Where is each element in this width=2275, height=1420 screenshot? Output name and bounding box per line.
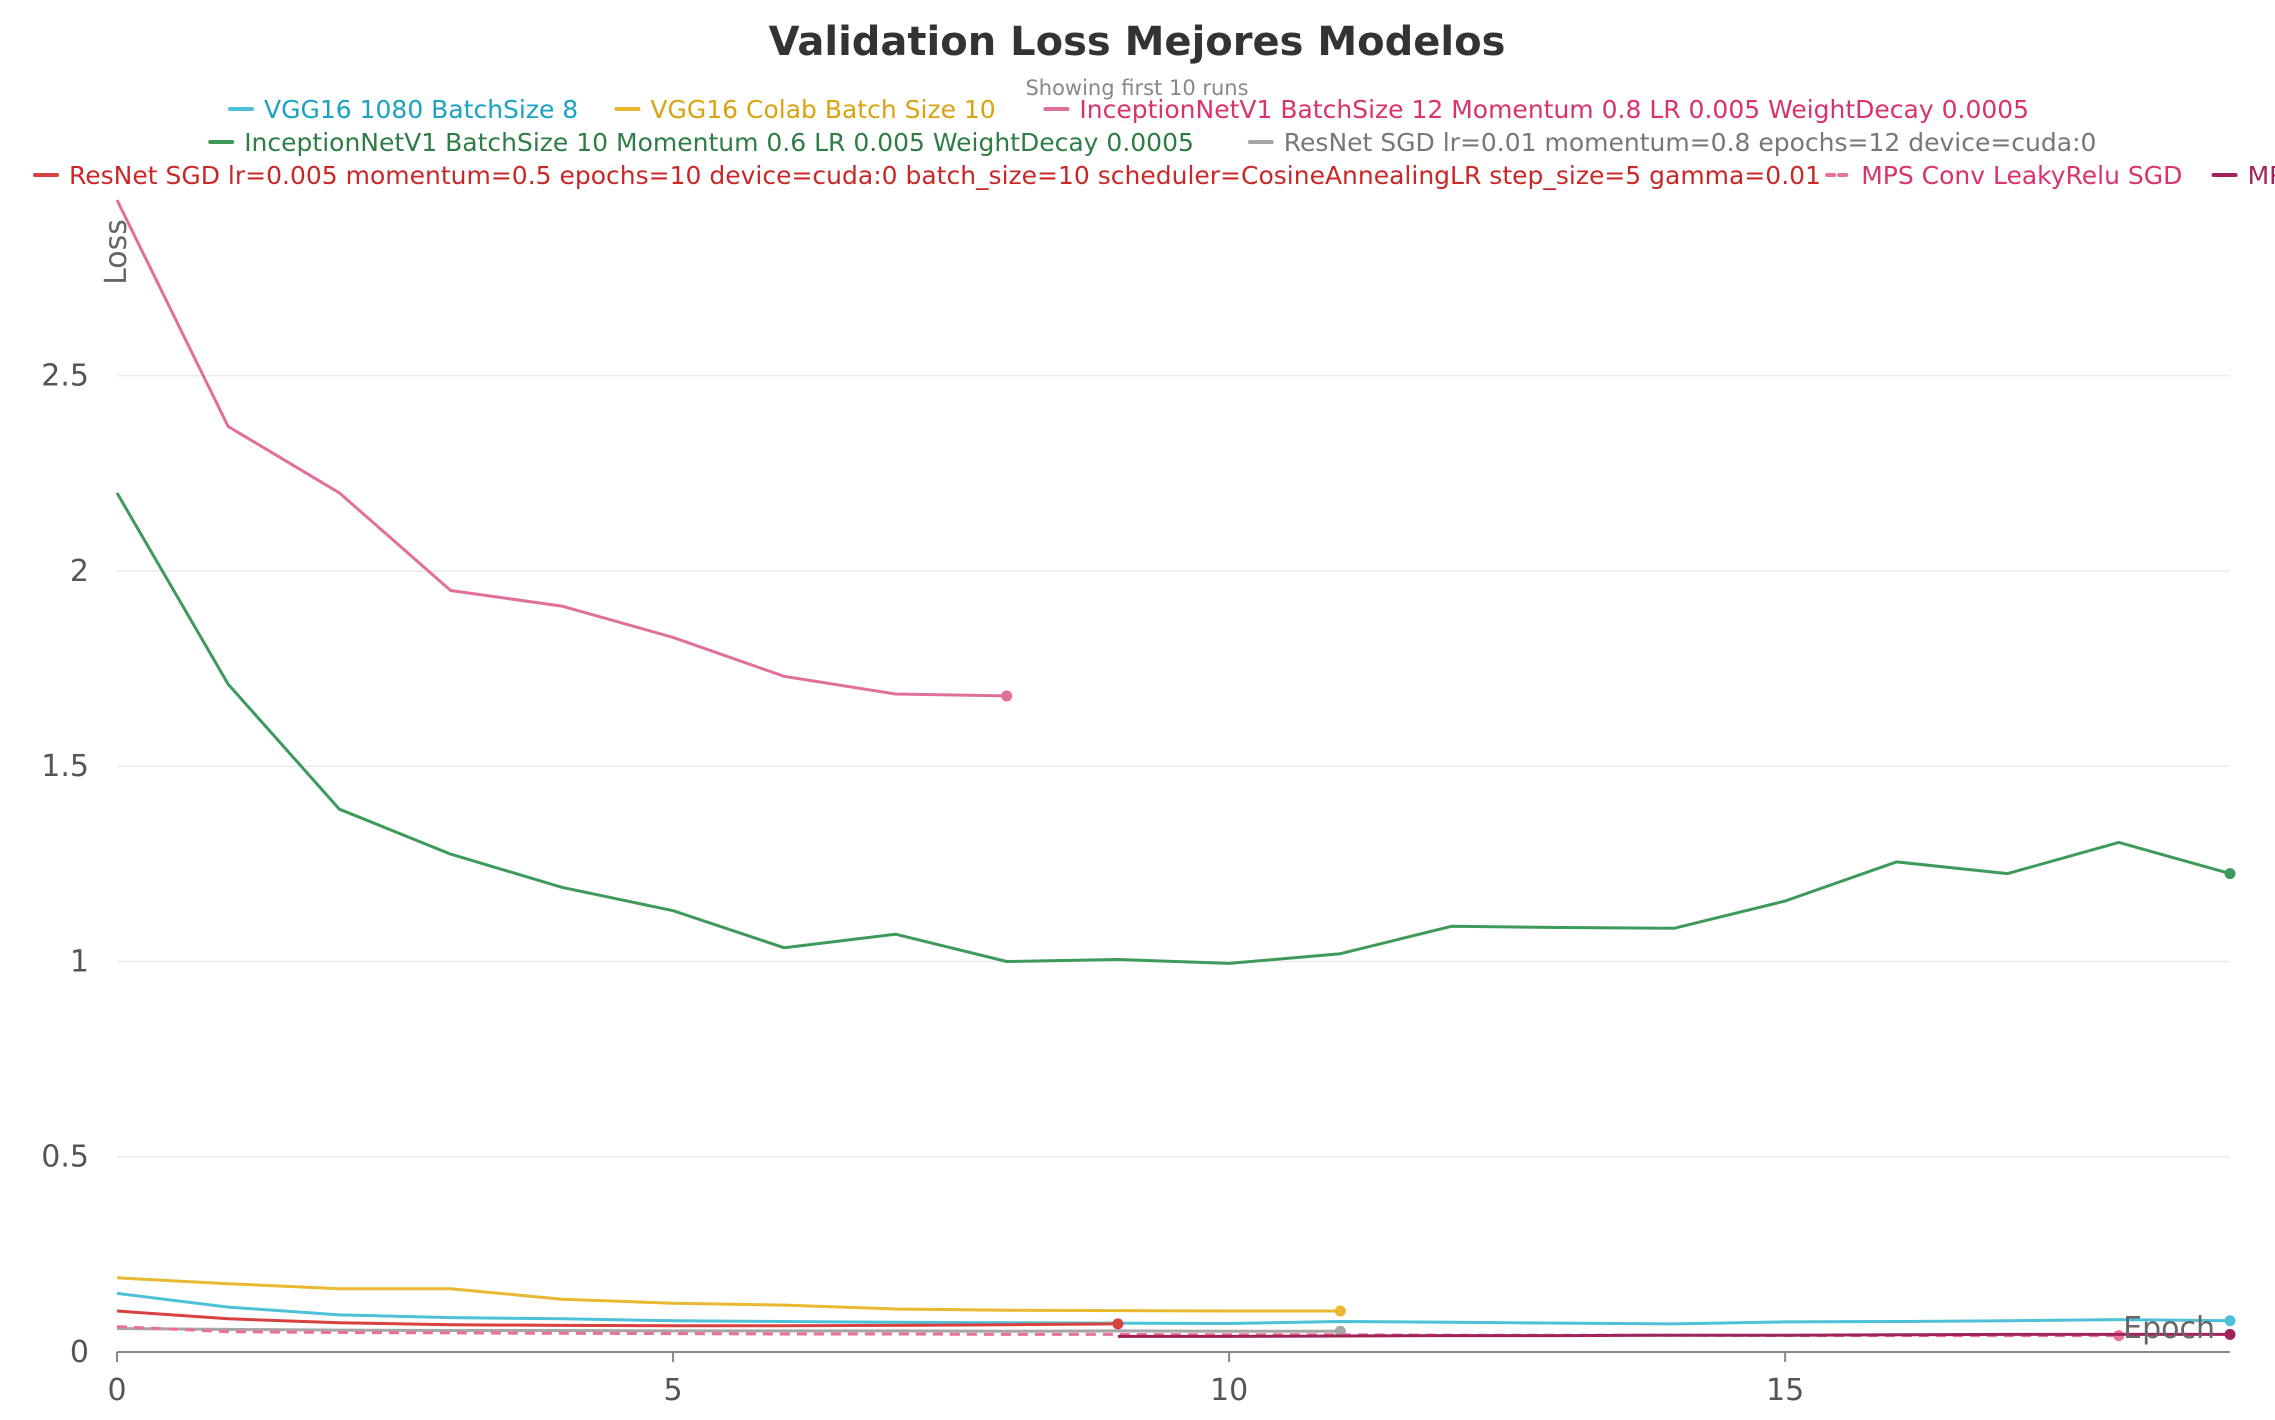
series-7 [1117,1328,2236,1340]
legend-label: InceptionNetV1 BatchSize 12 Momentum 0.8… [1079,95,2029,124]
series-line [116,1276,1341,1313]
x-axis-ticks: 0 5 10 15 [107,1352,1804,1408]
legend-label: MPS Conv LeakyRelu SGD [1861,161,2182,190]
x-tick-label: 10 [1210,1373,1248,1408]
series-end-point [1334,1305,1346,1317]
x-tick-label: 15 [1766,1373,1804,1408]
series-end-point [2224,868,2236,880]
legend-item[interactable]: VGG16 1080 BatchSize 8 [228,95,578,124]
legend-item[interactable]: VGG16 Colab Batch Size 10 [614,95,996,124]
series-5 [116,1309,1124,1330]
chart-title: Validation Loss Mejores Modelos [769,19,1506,65]
legend-label: ResNet SGD lr=0.01 momentum=0.8 epochs=1… [1284,128,2097,157]
y-tick-label: 1 [70,944,89,979]
series-end-point [2224,1328,2236,1340]
series-line [116,1291,2231,1326]
legend-item[interactable]: InceptionNetV1 BatchSize 12 Momentum 0.8… [1043,95,2029,124]
x-axis-label: Epoch [2123,1311,2215,1346]
legend-label: VGG16 1080 BatchSize 8 [264,95,578,124]
series-line [116,1327,1341,1333]
series-2 [115,199,1013,702]
y-axis-ticks: 0 0.5 1 1.5 2 2.5 [41,359,89,1370]
chart-subtitle: Showing first 10 runs [1025,76,1248,100]
y-tick-label: 0 [70,1335,89,1370]
legend-label: MPS Conv [2248,161,2275,190]
legend-label: ResNet SGD lr=0.005 momentum=0.5 epochs=… [69,161,1821,190]
legend-item[interactable]: MPS Conv [2211,161,2275,190]
series-lines [115,199,2236,1342]
y-tick-label: 1.5 [41,749,89,784]
series-line [116,1309,1118,1328]
series-1 [116,1276,1346,1317]
y-tick-label: 0.5 [41,1140,89,1175]
legend-item[interactable]: MPS Conv LeakyRelu SGD [1825,161,2182,190]
legend-label: InceptionNetV1 BatchSize 10 Momentum 0.6… [244,128,1194,157]
series-line [115,492,2231,965]
series-line [1117,1332,2230,1338]
y-axis-label: Loss [99,219,134,285]
y-tick-label: 2 [70,554,89,589]
y-tick-label: 2.5 [41,359,89,394]
series-end-point [1112,1318,1124,1330]
legend-item[interactable]: ResNet SGD lr=0.005 momentum=0.5 epochs=… [33,161,1821,190]
series-end-point [1001,690,1013,702]
legend-label: VGG16 Colab Batch Size 10 [650,95,995,124]
x-tick-label: 5 [664,1373,683,1408]
series-end-point [2224,1315,2236,1327]
legend-item[interactable]: ResNet SGD lr=0.01 momentum=0.8 epochs=1… [1247,128,2097,157]
series-0 [116,1291,2236,1327]
series-3 [115,492,2236,965]
x-tick-label: 0 [107,1373,126,1408]
legend: VGG16 1080 BatchSize 8 VGG16 Colab Batch … [33,95,2275,190]
legend-item[interactable]: InceptionNetV1 BatchSize 10 Momentum 0.6… [208,128,1194,157]
series-line [115,199,1007,698]
